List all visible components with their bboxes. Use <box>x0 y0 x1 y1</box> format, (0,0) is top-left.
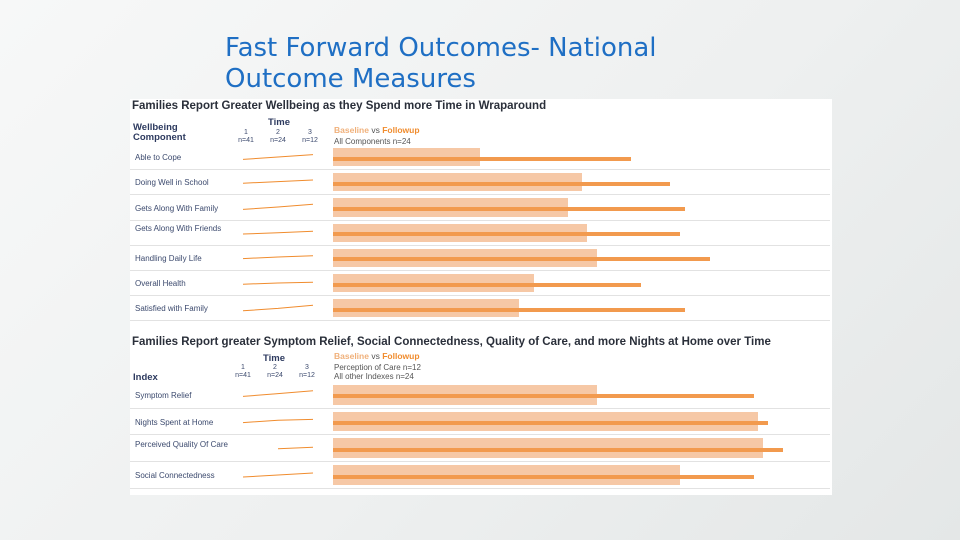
followup-bar <box>333 232 681 237</box>
slide-title: Fast Forward Outcomes- National Outcome … <box>225 33 825 95</box>
category-label: Gets Along With Friends <box>135 224 222 234</box>
chart-1-legend-followup: Followup <box>382 125 420 135</box>
followup-bar <box>333 394 754 399</box>
sparkline-path <box>242 304 314 312</box>
followup-bar <box>333 282 642 287</box>
trend-sparkline <box>242 203 314 210</box>
chart-1-legend-vs: vs <box>371 125 380 135</box>
category-label: Overall Health <box>135 279 186 289</box>
followup-bar <box>333 421 769 426</box>
chart-2-legend-sub: Perception of Care n=12 All other Indexe… <box>334 363 421 381</box>
trend-sparkline <box>242 390 314 398</box>
sparkline-path <box>277 446 314 450</box>
chart-1-time-3-n: n=12 <box>302 137 318 144</box>
followup-bar <box>333 181 671 186</box>
trend-sparkline <box>242 255 314 260</box>
row-separator <box>130 244 830 246</box>
sparkline-path <box>242 179 314 184</box>
category-label: Perceived Quality Of Care <box>135 439 228 449</box>
chart-panel: Families Report Greater Wellbeing as the… <box>130 99 832 495</box>
chart-1-time-3: 3 n=12 <box>296 129 324 145</box>
row-separator <box>130 295 830 297</box>
sparkline-path <box>242 418 314 424</box>
followup-bar <box>333 207 686 211</box>
chart-1-category-header-line-1: Wellbeing <box>133 122 178 133</box>
chart-1-legend-baseline: Baseline <box>334 125 369 135</box>
chart-1-category-header-line-2: Component <box>133 132 186 143</box>
chart-2-time-3: 3 n=12 <box>293 364 321 380</box>
chart-1-time-3-label: 3 <box>308 129 312 136</box>
trend-sparkline <box>242 281 314 285</box>
chart-2-title: Families Report greater Symptom Relief, … <box>132 336 771 348</box>
row-separator <box>130 407 830 409</box>
row-separator <box>130 320 830 322</box>
sparkline-path <box>242 472 314 477</box>
slide-title-line-2: Outcome Measures <box>225 64 476 94</box>
chart-2-time-3-n: n=12 <box>299 372 315 379</box>
chart-2-legend-baseline: Baseline <box>334 351 369 361</box>
sparkline-path <box>242 255 314 260</box>
category-label: Doing Well in School <box>135 178 209 188</box>
chart-2-time-2: 2 n=24 <box>261 364 289 380</box>
chart-2-time-2-label: 2 <box>273 364 277 371</box>
sparkline-path <box>242 230 314 235</box>
category-label: Gets Along With Family <box>135 203 219 213</box>
chart-2-time-2-n: n=24 <box>267 372 283 379</box>
followup-bar <box>333 156 632 161</box>
trend-sparkline <box>242 472 314 477</box>
trend-sparkline <box>242 304 314 312</box>
category-label: Able to Cope <box>135 153 182 163</box>
chart-1-time-2: 2 n=24 <box>264 129 292 145</box>
chart-2-legend-sub-2: All other Indexes n=24 <box>334 372 414 381</box>
category-label: Symptom Relief <box>135 390 192 400</box>
followup-bar <box>333 447 783 452</box>
chart-2-legend: Baseline vs Followup <box>334 351 420 361</box>
chart-1-time-1-n: n=41 <box>238 137 254 144</box>
sparkline-path <box>242 390 314 398</box>
trend-sparkline <box>277 446 314 450</box>
category-label: Handling Daily Life <box>135 253 202 263</box>
row-separator <box>130 194 830 196</box>
row-separator <box>130 434 830 436</box>
trend-sparkline <box>242 230 314 235</box>
chart-1-time-2-label: 2 <box>276 129 280 136</box>
category-label: Nights Spent at Home <box>135 417 214 427</box>
chart-2-time-3-label: 3 <box>305 364 309 371</box>
slide-title-line-1: Fast Forward Outcomes- National <box>225 33 657 63</box>
row-separator <box>130 219 830 221</box>
row-separator <box>130 487 830 489</box>
sparkline-path <box>242 203 314 210</box>
chart-1-time-header: Time <box>268 117 291 128</box>
trend-sparkline <box>242 179 314 184</box>
chart-1-legend: Baseline vs Followup <box>334 125 420 135</box>
chart-1-title: Families Report Greater Wellbeing as the… <box>132 100 547 112</box>
chart-2-legend-vs: vs <box>371 351 380 361</box>
row-separator <box>130 270 830 271</box>
chart-1-time-2-n: n=24 <box>270 137 286 144</box>
followup-bar <box>333 474 754 479</box>
trend-sparkline <box>242 153 314 160</box>
category-label: Social Connectedness <box>135 471 215 480</box>
followup-bar <box>333 307 686 312</box>
chart-2-time-header: Time <box>263 353 286 364</box>
chart-2-time-1: 1 n=41 <box>229 364 257 380</box>
chart-2-legend-followup: Followup <box>382 351 420 361</box>
followup-bar <box>333 257 710 262</box>
chart-2-legend-sub-1: Perception of Care n=12 <box>334 363 421 372</box>
category-label: Satisfied with Family <box>135 304 208 314</box>
trend-sparkline <box>242 418 314 424</box>
row-separator <box>130 169 830 171</box>
sparkline-path <box>242 281 314 285</box>
chart-2-category-header: Index <box>133 372 158 383</box>
chart-1-time-1-label: 1 <box>244 129 248 136</box>
chart-2-time-1-n: n=41 <box>235 372 251 379</box>
chart-2-time-1-label: 1 <box>241 364 245 371</box>
chart-1-time-1: 1 n=41 <box>232 129 260 145</box>
row-separator <box>130 461 830 463</box>
chart-1-category-header: Wellbeing Component <box>133 123 186 143</box>
chart-1-legend-sub: All Components n=24 <box>334 137 411 146</box>
sparkline-path <box>242 153 314 160</box>
